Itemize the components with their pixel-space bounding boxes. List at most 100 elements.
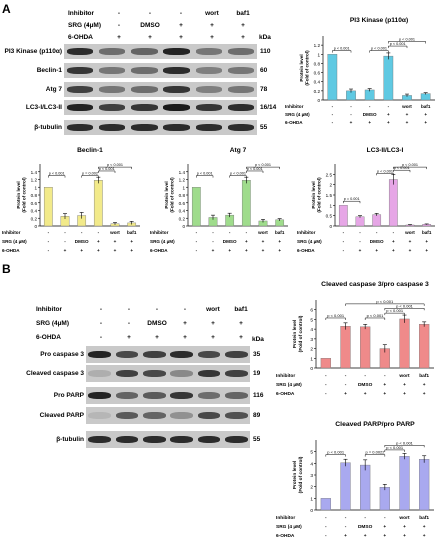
panel-b-ohda-label: 6-OHDA [36,334,61,341]
condition-cell: - [359,230,361,235]
condition-cell: + [406,112,409,117]
y-tick-label: 1 [310,356,313,362]
bar [419,459,430,511]
blot-band [66,86,94,93]
y-tick-label: 0 [317,98,320,103]
lane-header-inhibitor: wort [205,10,219,17]
blot-band [66,124,94,131]
blot-strip [86,346,250,363]
blot-band [66,67,94,74]
p-value-label: p < 0.001 [377,169,393,173]
y-tick-label: 5 [310,317,313,323]
lane-header-ohda: + [239,334,243,341]
y-axis-label: (Fold of control) [317,177,322,213]
y-tick-label: 0.8 [314,61,321,66]
blot-band [227,86,255,93]
condition-cell: + [423,392,426,397]
chart-title: Beclin-1 [77,147,103,154]
blot-band [163,67,190,74]
chart-title: LC3-II/LC3-I [367,147,404,154]
p-value-label: p < 0.001 [49,172,65,176]
blot-band [197,435,221,444]
y-tick-label: 0.8 [31,193,38,198]
lane-header-inhibitor: - [86,10,90,17]
bar [191,187,201,227]
significance-bracket [384,445,425,448]
significance-bracket [229,175,247,178]
panel-a-inhibitor-label: Inhibitor [68,10,94,17]
blot-band [88,411,111,420]
condition-cell: - [384,374,386,379]
panel-b-letter: B [2,262,11,276]
condition-cell: - [212,239,214,244]
panel-a-kda-label: kDa [259,34,271,41]
y-axis-label: Protein level [292,461,298,490]
blot-band [227,48,255,55]
blot-band [143,435,166,444]
condition-row-label: 6-OHDA [2,248,20,253]
bar [320,498,331,511]
condition-row-label: 6-OHDA [276,391,295,397]
blot-strip [64,44,257,59]
y-tick-label: 0 [34,224,37,229]
blot-band [143,350,166,359]
condition-row-label: SRG (4 µM) [276,382,302,388]
y-tick-label: 1 [329,203,332,208]
lane-header-ohda: + [117,34,121,41]
blot-kda-value: 116 [253,391,264,399]
condition-cell: - [81,230,83,235]
condition-cell: - [393,230,395,235]
panel-b-inhibitor-label: Inhibitor [36,306,62,313]
bar [340,326,351,369]
blot-kda-value: 55 [260,123,268,131]
y-tick-label: 1.2 [31,178,38,183]
blot-band [115,435,139,444]
condition-cell: baf1 [419,515,429,521]
condition-row-label: Inhibitor [276,515,295,521]
condition-cell: + [383,383,386,388]
blot-band [131,86,158,93]
blot-band [131,124,158,131]
condition-cell: DMSO [223,239,237,244]
condition-cell: + [114,239,117,244]
y-tick-label: 5 [310,450,313,456]
condition-cell: - [343,239,345,244]
condition-cell: wort [401,104,412,109]
condition-row-label: Inhibitor [297,230,316,235]
blot-strip [64,120,257,135]
blot-band [195,104,222,111]
condition-row-label: SRG (4 µM) [2,239,27,244]
blot-band [99,86,126,93]
blot-band [170,369,193,378]
bar [355,216,365,227]
y-tick-label: 0.4 [31,209,38,214]
condition-cell: + [392,239,395,244]
condition-cell: + [423,525,426,530]
lane-header-ohda: + [210,34,214,41]
blot-band [115,350,139,359]
condition-row-label: 6-OHDA [276,533,295,539]
lane-header-ohda: + [148,34,152,41]
p-value-label: p < 0.001 [107,163,123,167]
condition-cell: + [130,248,133,253]
condition-cell: DMSO [370,239,384,244]
bar [383,55,394,101]
blot-strip [86,365,250,382]
significance-bracket [364,454,386,457]
lane-header-ohda: - [86,34,90,41]
lane-header-srg: DMSO [140,22,160,29]
condition-cell: + [403,383,406,388]
p-value-label: p < 0.001 [255,163,271,167]
significance-bracket [345,303,425,306]
condition-cell: + [359,248,362,253]
p-value-label: p < 0.001 [247,167,263,171]
significance-bracket [98,166,132,170]
blot-kda-value: 89 [253,411,261,419]
lane-header-srg: - [127,320,131,327]
condition-row-label: SRG (4 µM) [150,239,175,244]
y-tick-label: 0.4 [314,80,321,85]
condition-cell: + [387,112,390,117]
panel-b-kda-label: kDa [252,336,264,343]
blot-row-label: Cleaved PARP [39,411,84,419]
condition-row-label: SRG (4 µM) [297,239,322,244]
